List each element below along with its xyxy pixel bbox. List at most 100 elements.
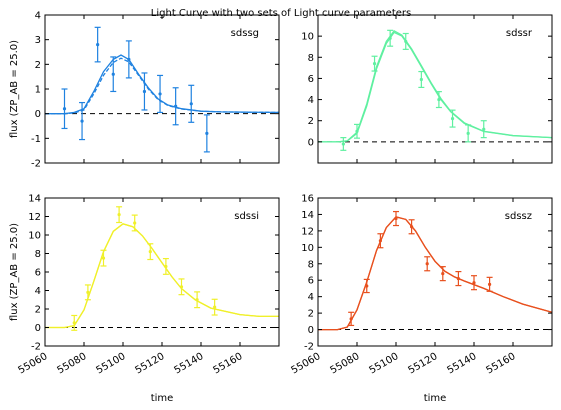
y-tick-label: 2: [308, 116, 314, 127]
data-point: [487, 277, 493, 291]
data-marker: [96, 43, 99, 46]
x-tick-label: 55140: [172, 351, 205, 376]
data-point: [403, 34, 409, 50]
band-label: sdssi: [234, 211, 259, 222]
data-marker: [118, 213, 121, 216]
data-marker: [389, 37, 392, 40]
data-point: [471, 276, 477, 290]
y-tick-label: 0: [35, 109, 41, 120]
data-marker: [472, 281, 475, 284]
y-tick-label: 0: [308, 325, 314, 336]
y-tick-label: 10: [301, 243, 314, 254]
data-point: [418, 72, 424, 88]
data-marker: [342, 142, 345, 145]
data-marker: [482, 128, 485, 131]
data-marker: [164, 265, 167, 268]
y-tick-label: 2: [35, 60, 41, 71]
y-tick-label: -2: [31, 159, 41, 170]
data-marker: [373, 62, 376, 65]
data-point: [147, 244, 153, 260]
data-marker: [355, 130, 358, 133]
figure-title: Light Curve with two sets of Light curve…: [151, 8, 411, 19]
plot-area: [318, 30, 552, 150]
y-tick-label: 6: [308, 276, 314, 287]
y-tick-label: 4: [308, 292, 314, 303]
data-marker: [467, 132, 470, 135]
data-point: [340, 138, 346, 151]
data-point: [132, 215, 138, 231]
data-marker: [426, 262, 429, 265]
y-tick-label: 4: [35, 11, 41, 22]
data-point: [95, 27, 101, 62]
x-tick-label: 55140: [445, 351, 478, 376]
x-tick-label: 55080: [328, 351, 361, 376]
data-point: [188, 85, 194, 122]
x-axis-label: time: [151, 393, 174, 404]
data-point: [116, 207, 122, 223]
data-point: [204, 115, 210, 152]
x-tick-label: 55160: [484, 351, 517, 376]
band-label: sdssz: [505, 211, 532, 222]
plot-area: [318, 212, 552, 330]
data-point: [62, 89, 68, 128]
data-marker: [102, 257, 105, 260]
y-tick-label: 8: [308, 53, 314, 64]
data-marker: [190, 102, 193, 105]
data-marker: [63, 107, 66, 110]
x-axis-label: time: [424, 393, 447, 404]
y-tick-label: -1: [31, 134, 41, 145]
data-point: [364, 279, 370, 292]
plot-area: [45, 207, 279, 330]
data-marker: [365, 284, 368, 287]
y-tick-label: 10: [301, 32, 314, 43]
data-point: [126, 41, 132, 78]
data-point: [455, 272, 461, 286]
data-marker: [379, 239, 382, 242]
y-tick-label: 8: [35, 249, 41, 260]
y-tick-label: 14: [301, 210, 314, 221]
data-marker: [143, 90, 146, 93]
x-tick-label: 55100: [94, 351, 127, 376]
y-tick-label: 16: [301, 194, 314, 205]
data-point: [465, 125, 471, 142]
y-tick-label: 12: [301, 226, 314, 237]
model-curve-a: [45, 224, 279, 328]
y-tick-label: 14: [28, 194, 41, 205]
x-tick-label: 55060: [16, 351, 49, 376]
model-curve-a: [45, 55, 279, 114]
data-marker: [451, 117, 454, 120]
panel-sdssr: 0246810 sdssr: [301, 15, 552, 163]
data-marker: [213, 306, 216, 309]
y-tick-label: 0: [35, 323, 41, 334]
y-tick-label: 6: [35, 268, 41, 279]
y-tick-label: -2: [304, 342, 314, 353]
data-point: [424, 257, 430, 271]
data-marker: [410, 225, 413, 228]
data-marker: [174, 105, 177, 108]
data-marker: [441, 272, 444, 275]
data-marker: [149, 250, 152, 253]
data-marker: [404, 40, 407, 43]
data-marker: [80, 119, 83, 122]
y-axis-label: flux (ZP_AB = 25.0): [9, 40, 20, 138]
data-marker: [350, 317, 353, 320]
x-tick-label: 55120: [406, 351, 439, 376]
data-marker: [488, 283, 491, 286]
y-tick-label: 2: [308, 309, 314, 320]
y-axis-label: flux (ZP_AB = 25.0): [9, 223, 20, 321]
data-point: [212, 299, 218, 315]
y-tick-label: 2: [35, 305, 41, 316]
x-tick-label: 55120: [133, 351, 166, 376]
data-marker: [457, 277, 460, 280]
data-marker: [437, 98, 440, 101]
y-tick-label: -2: [31, 342, 41, 353]
data-point: [481, 121, 487, 138]
data-marker: [180, 285, 183, 288]
x-tick-label: 55160: [211, 351, 244, 376]
model-curve-b: [45, 224, 279, 328]
panel-sdssz: -2024681012141655060 55080 55100 55120 55140…: [289, 194, 552, 405]
data-marker: [394, 217, 397, 220]
data-point: [157, 75, 163, 112]
band-label: sdssg: [231, 28, 259, 39]
model-curve-b: [45, 58, 279, 113]
